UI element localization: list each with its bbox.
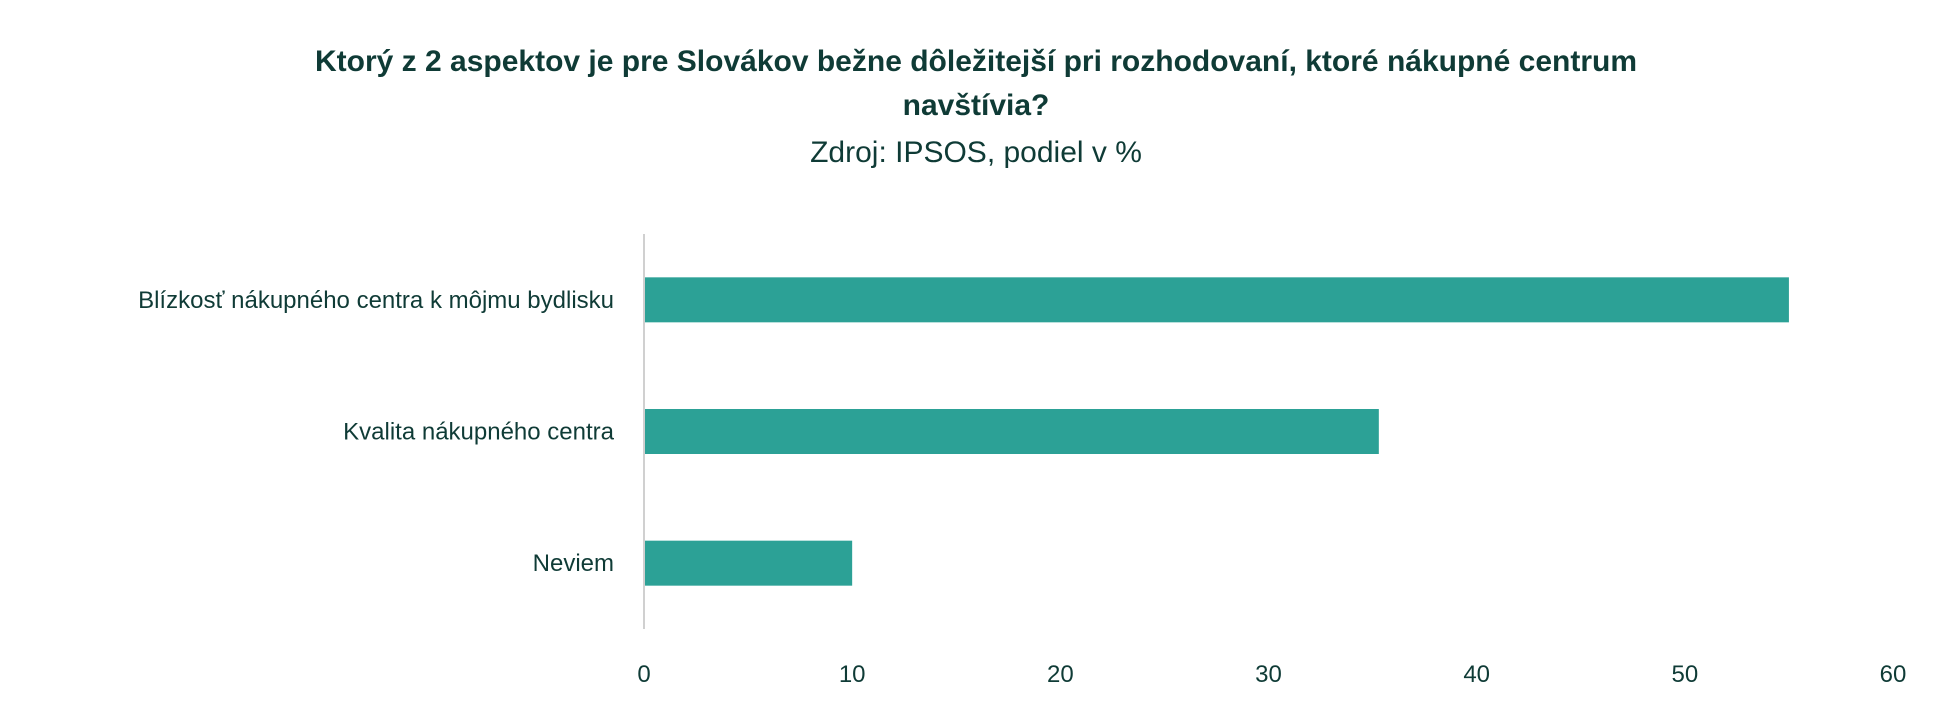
chart-title: Ktorý z 2 aspektov je pre Slovákov bežne… [0,40,1952,128]
category-label-2: Kvalita nákupného centra [343,419,615,446]
x-tick-label-10: 10 [839,661,866,688]
x-tick-label-30: 30 [1255,661,1282,688]
x-tick-label-0: 0 [637,661,650,688]
x-tick-label-20: 20 [1047,661,1074,688]
bar-1 [645,277,1789,323]
bar-2 [645,409,1379,454]
chart-title-line-2: navštívia? [902,89,1050,122]
x-tick-label-50: 50 [1671,661,1698,688]
chart-subtitle: Zdroj: IPSOS, podiel v % [810,136,1142,169]
category-label-1: Blízkosť nákupného centra k môjmu bydlis… [138,287,614,314]
category-label-3: Neviem [533,550,614,577]
bar-3 [645,540,853,586]
chart-title-line-1: Ktorý z 2 aspektov je pre Slovákov bežne… [314,45,1637,78]
x-tick-label-40: 40 [1463,661,1490,688]
x-tick-label-60: 60 [1880,661,1907,688]
